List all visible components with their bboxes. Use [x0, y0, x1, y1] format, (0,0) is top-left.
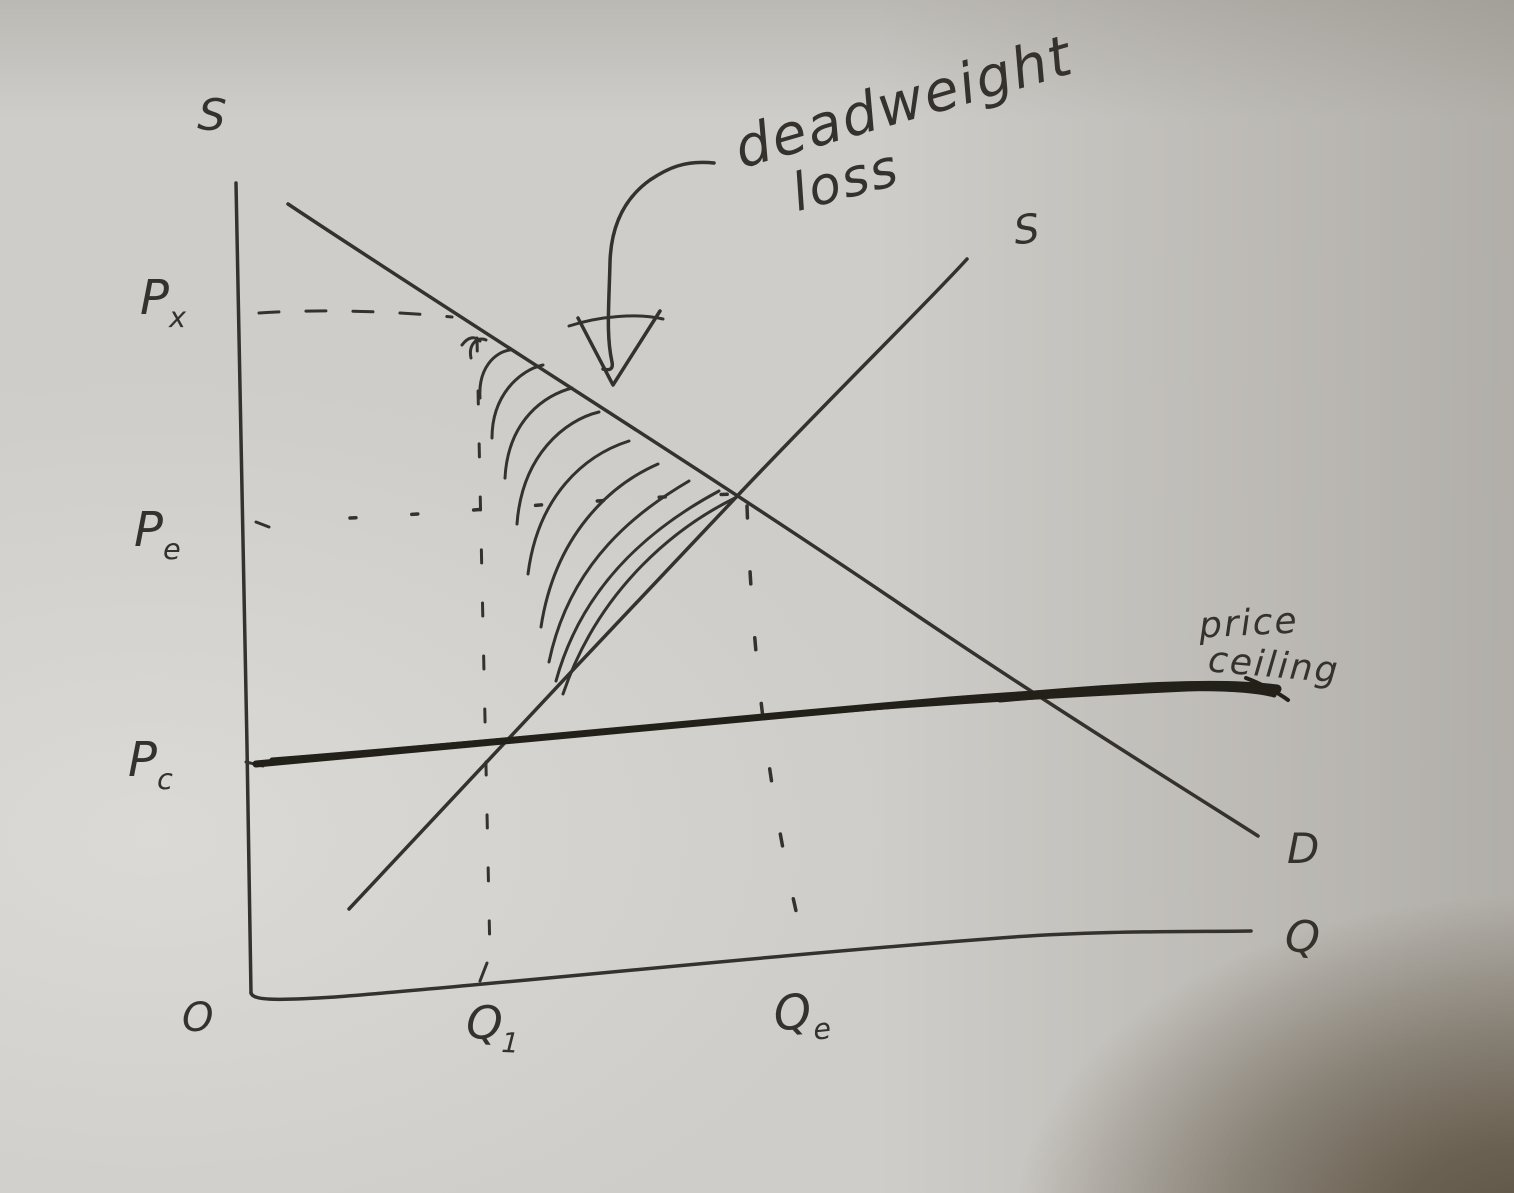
- arrow-head-bar: [567, 314, 665, 328]
- price-e-sub: e: [162, 531, 181, 566]
- quantity-e-base: Q: [770, 983, 815, 1043]
- price-e-base: P: [134, 502, 163, 558]
- price-ceiling-line: [252, 676, 1290, 768]
- price-x-label: Px: [140, 274, 186, 332]
- quantity-e-label: Qe: [770, 983, 833, 1048]
- price-x-base: P: [140, 270, 169, 326]
- price-c-base: P: [128, 732, 157, 788]
- qe-dotted-line: [745, 504, 805, 942]
- price-x-sub: x: [168, 299, 186, 334]
- price-c-sub: c: [156, 761, 173, 796]
- arrow-head: [576, 309, 662, 387]
- arrow-shaft: [601, 160, 716, 372]
- price-e-label: Pe: [134, 506, 181, 564]
- annotation-arrow: [567, 160, 716, 387]
- supply-curve: [347, 257, 969, 911]
- quantity-1-sub: 1: [500, 1025, 520, 1060]
- x-axis-tick-q1: [478, 961, 489, 983]
- demand-curve: [286, 202, 1260, 838]
- price-c-label: Pc: [128, 736, 173, 794]
- x-axis: [249, 929, 1253, 1002]
- pe-dotted-line: [348, 492, 738, 520]
- deadweight-loss-hatching: [460, 336, 737, 696]
- supply-curve-label: S: [1011, 205, 1042, 255]
- quantity-e-sub: e: [811, 1011, 833, 1047]
- y-axis: [234, 181, 253, 995]
- quantity-1-base: Q: [464, 994, 504, 1051]
- y-axis-top-label: S: [196, 89, 228, 142]
- demand-curve-label: D: [1287, 824, 1320, 873]
- price-ceiling-label-line1: price: [1197, 600, 1300, 647]
- guide-lines: [257, 309, 805, 959]
- quantity-1-label: Q1: [465, 995, 522, 1060]
- axes: [234, 181, 1253, 1002]
- origin-label: O: [182, 995, 214, 1041]
- q1-dashed-line: [475, 336, 492, 959]
- y-axis-tick-pe: [254, 520, 271, 529]
- x-axis-end-label: Q: [1283, 910, 1322, 965]
- px-dashed-line: [257, 309, 454, 319]
